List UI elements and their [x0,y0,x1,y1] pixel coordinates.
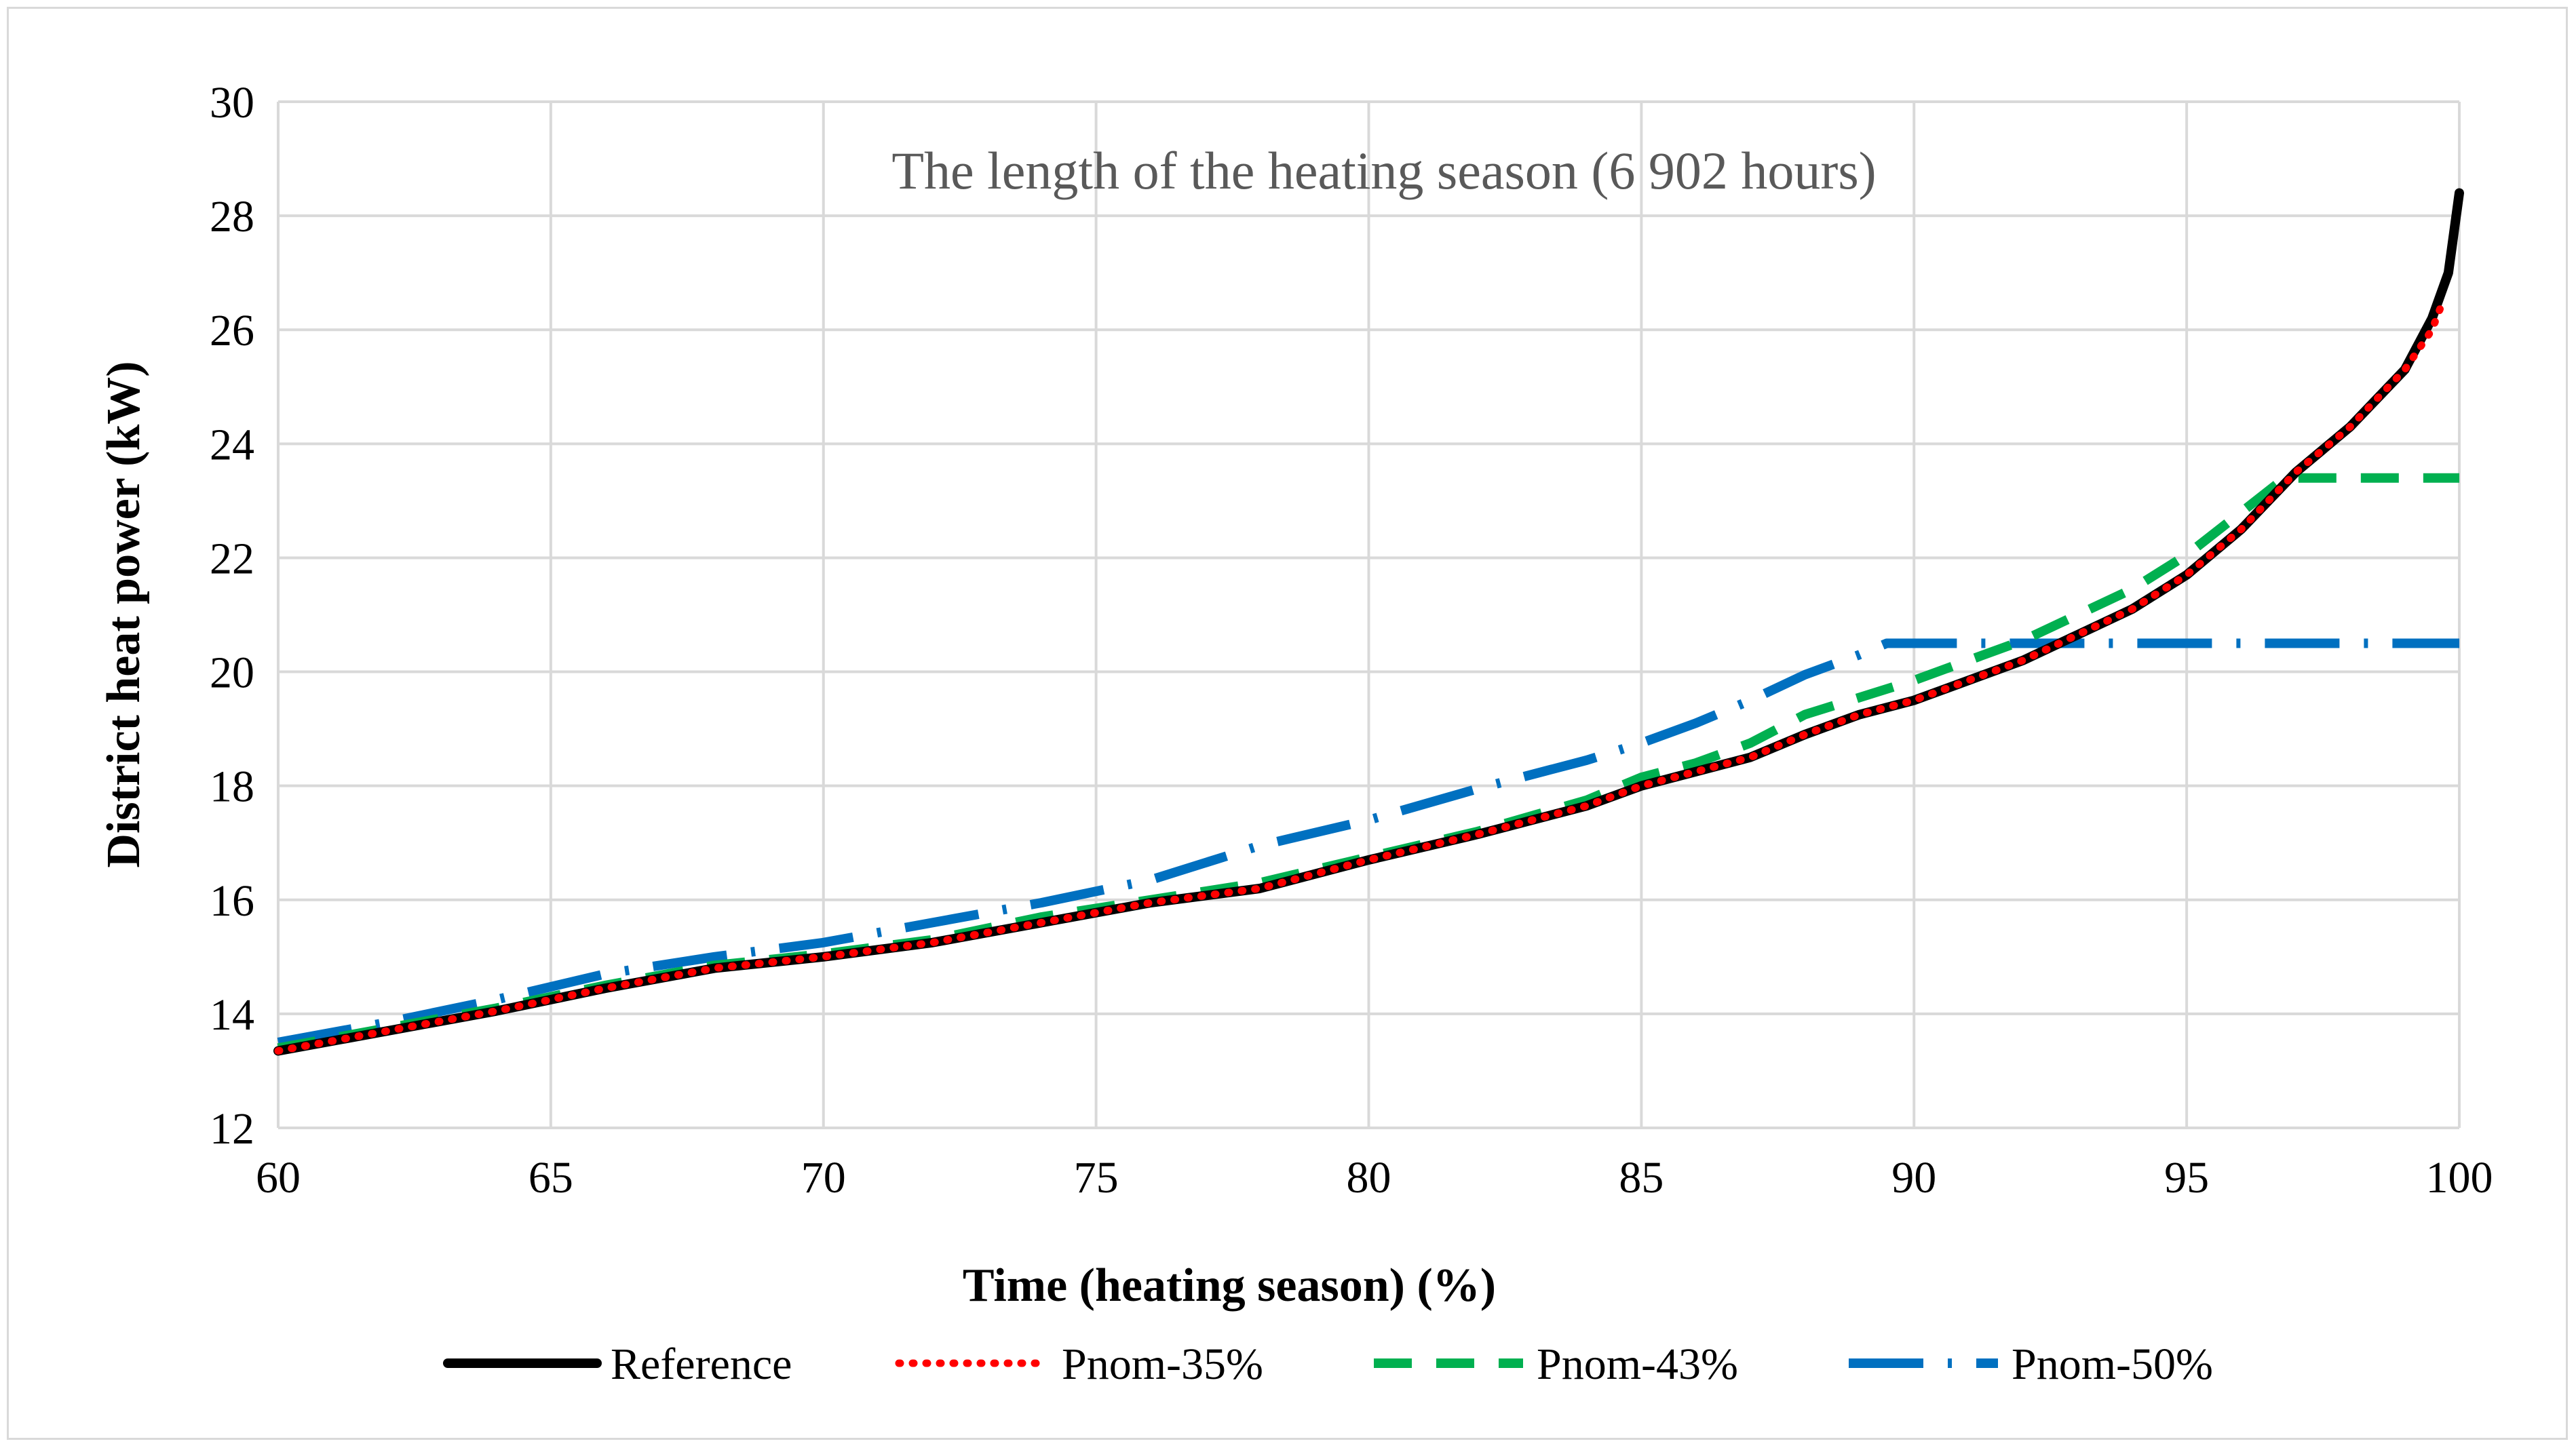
y-tick-label: 26 [210,306,254,355]
y-tick-label: 16 [210,876,254,926]
x-tick-label: 100 [2426,1153,2493,1202]
series-line-pnom-50 [277,638,2459,1047]
y-tick-label: 28 [210,192,254,241]
y-tick-label: 24 [210,420,254,469]
legend-label-pnom-35: Pnom-35% [1062,1339,1263,1389]
y-axis-title: District heat power (kW) [98,361,150,867]
y-tick-label: 12 [210,1104,254,1154]
tick-labels: 60 65 70 75 80 85 90 95 100 12 14 16 18 20 22 24 26 28 30 [210,78,2493,1202]
y-tick-label: 20 [210,648,254,698]
y-tick-label: 18 [210,762,254,812]
series-line-pnom-35 [274,297,2447,1055]
legend-label-pnom-43: Pnom-43% [1537,1339,1738,1389]
chart-frame [7,7,2568,1440]
y-tick-label: 22 [210,534,254,583]
x-tick-label: 85 [1619,1153,1664,1202]
y-tick-label: 14 [210,990,254,1040]
x-tick-label: 65 [528,1153,573,1202]
y-tick-label: 30 [210,78,254,128]
series-lines [273,188,2464,1056]
x-tick-label: 80 [1347,1153,1391,1202]
x-tick-label: 95 [2164,1153,2209,1202]
x-tick-label: 60 [256,1153,301,1202]
x-tick-label: 75 [1074,1153,1119,1202]
legend-label-pnom-50: Pnom-50% [2012,1339,2213,1389]
legend-label-reference: Reference [611,1339,792,1389]
grid [277,100,2461,1129]
x-axis-title: Time (heating season) (%) [963,1259,1496,1312]
chart-annotation: The length of the heating season (6 902 … [891,141,1876,200]
x-tick-label: 70 [801,1153,846,1202]
legend: Reference Pnom-35% Pnom-43% Pnom-50% [443,1339,2213,1389]
x-tick-label: 90 [1891,1153,1936,1202]
